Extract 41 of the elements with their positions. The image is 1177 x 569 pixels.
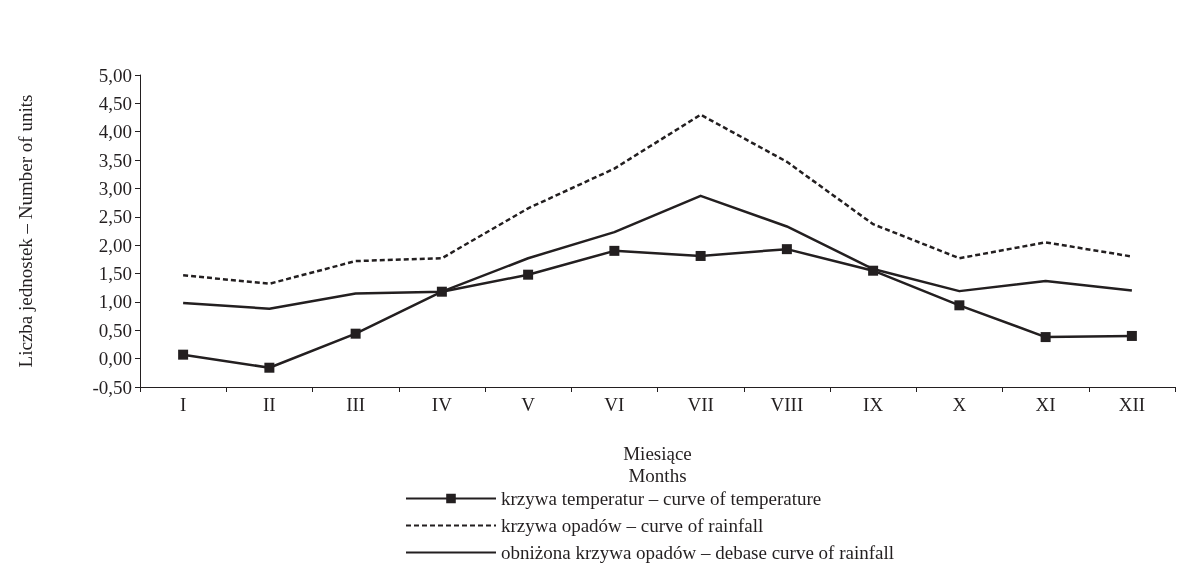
y-tick-label: 2,50 xyxy=(98,206,132,228)
point xyxy=(1126,330,1137,341)
x-tick-label: XI xyxy=(1035,394,1056,415)
legend-label: krzywa opadów – curve of rainfall xyxy=(501,515,764,536)
x-tick-label: III xyxy=(346,394,366,415)
y-tick-label: 3,00 xyxy=(98,177,132,199)
x-tick-label: II xyxy=(263,394,276,415)
point xyxy=(350,328,361,339)
x-tick-label: IV xyxy=(431,394,453,415)
x-tick-label: V xyxy=(521,394,536,415)
point xyxy=(868,265,879,276)
y-tick-label: 2,00 xyxy=(98,234,132,256)
x-tick-label: VI xyxy=(604,394,625,415)
x-tick-label: I xyxy=(179,394,187,415)
legend-label: krzywa temperatur – curve of temperature xyxy=(501,488,822,509)
x-tick-label: VII xyxy=(687,394,714,415)
legend-label: obniżona krzywa opadów – debase curve of rainfall xyxy=(501,542,895,563)
x-axis-title: Miesiące Months xyxy=(623,442,692,486)
y-axis-title: Liczba jednostek – Number of units xyxy=(15,94,36,368)
point xyxy=(1040,332,1051,343)
point xyxy=(523,269,534,280)
point xyxy=(436,286,447,297)
point xyxy=(781,244,792,255)
y-tick-label: 3,50 xyxy=(98,149,132,171)
y-tick-label: 5,00 xyxy=(98,64,132,86)
point xyxy=(264,362,275,373)
x-tick-label: X xyxy=(952,394,967,415)
point xyxy=(695,250,706,261)
y-tick-label: 0,00 xyxy=(98,348,132,370)
point xyxy=(178,349,189,360)
x-tick-label: VIII xyxy=(770,394,804,415)
x-tick-label: XII xyxy=(1118,394,1146,415)
point xyxy=(609,245,620,256)
y-tick-label: 4,50 xyxy=(98,92,132,114)
point xyxy=(954,300,965,311)
y-tick-label: 1,50 xyxy=(98,263,132,285)
x-tick-label: IX xyxy=(863,394,884,415)
y-tick-label: 4,00 xyxy=(98,121,132,143)
y-tick-label: -0,50 xyxy=(92,376,132,398)
y-tick-label: 1,00 xyxy=(98,291,132,313)
y-tick-label: 0,50 xyxy=(98,319,132,341)
